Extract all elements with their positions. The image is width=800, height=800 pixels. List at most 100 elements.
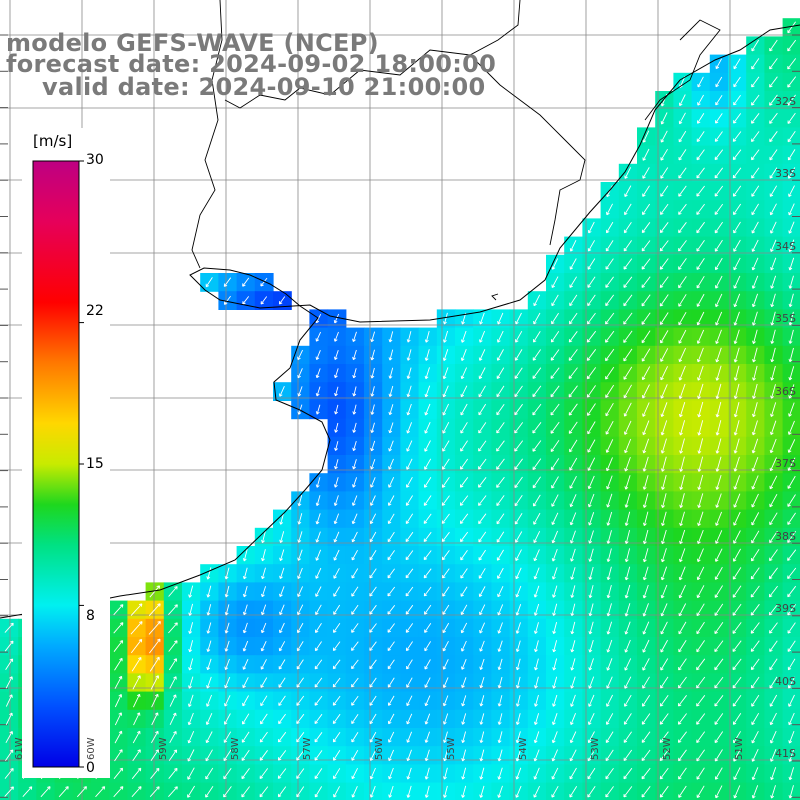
wind-arrow bbox=[587, 403, 596, 416]
wind-arrow bbox=[259, 731, 268, 743]
wind-arrow bbox=[478, 586, 486, 597]
wind-arrow bbox=[697, 401, 704, 418]
wind-arrow bbox=[352, 422, 357, 433]
wind-arrow bbox=[605, 384, 615, 398]
wind-arrow bbox=[423, 568, 432, 579]
wind-arrow bbox=[787, 549, 797, 561]
wind-arrow bbox=[461, 731, 467, 744]
wind-arrow bbox=[788, 293, 794, 308]
wind-arrow bbox=[660, 330, 669, 344]
wind-arrow bbox=[660, 130, 668, 143]
wind-arrow bbox=[515, 549, 522, 561]
wind-arrow bbox=[442, 440, 450, 452]
wind-arrow bbox=[533, 603, 540, 616]
wind-arrow bbox=[260, 586, 267, 598]
wind-arrow bbox=[550, 385, 560, 398]
wind-arrow bbox=[423, 531, 432, 543]
wind-arrow bbox=[641, 258, 651, 270]
wind-arrow bbox=[515, 713, 521, 725]
wind-arrow bbox=[496, 476, 505, 488]
wind-arrow bbox=[642, 621, 650, 635]
wind-arrow bbox=[333, 750, 341, 761]
wind-arrow bbox=[370, 349, 375, 361]
wind-arrow bbox=[788, 221, 795, 234]
wind-arrow bbox=[405, 550, 414, 561]
wind-arrow bbox=[751, 712, 760, 726]
wind-arrow bbox=[569, 530, 576, 544]
wind-arrow bbox=[570, 658, 576, 671]
wind-arrow bbox=[678, 401, 686, 418]
wind-arrow bbox=[606, 493, 613, 508]
wind-arrow bbox=[678, 548, 686, 563]
wind-arrow bbox=[334, 459, 339, 470]
wind-arrow bbox=[387, 641, 395, 652]
wind-arrow bbox=[168, 604, 178, 616]
wind-arrow bbox=[314, 677, 323, 688]
wind-arrow bbox=[752, 329, 758, 345]
wind-arrow bbox=[642, 639, 650, 653]
wind-arrow bbox=[624, 511, 631, 526]
wind-arrow bbox=[443, 731, 448, 743]
wind-arrow bbox=[333, 568, 340, 579]
colorbar-tick-22: 22 bbox=[86, 303, 104, 319]
wind-arrow bbox=[387, 713, 395, 725]
wind-arrow bbox=[751, 76, 760, 88]
wind-arrow bbox=[406, 731, 413, 743]
wind-arrow bbox=[569, 512, 577, 526]
wind-arrow bbox=[369, 495, 376, 506]
wind-arrow bbox=[478, 422, 487, 434]
wind-arrow bbox=[296, 641, 304, 652]
wind-arrow bbox=[388, 349, 394, 361]
wind-arrow bbox=[770, 365, 776, 381]
wind-arrow bbox=[387, 568, 395, 579]
wind-arrow bbox=[514, 385, 523, 398]
wind-arrow bbox=[605, 276, 614, 288]
wind-arrow bbox=[769, 658, 778, 671]
wind-arrow bbox=[750, 622, 760, 634]
wind-arrow bbox=[587, 749, 596, 762]
wind-arrow bbox=[679, 493, 685, 509]
wind-arrow bbox=[715, 329, 722, 344]
wind-arrow bbox=[388, 785, 394, 798]
wind-arrow bbox=[788, 384, 795, 399]
wind-arrow bbox=[5, 694, 13, 707]
wind-arrow bbox=[406, 476, 413, 488]
wind-arrow bbox=[333, 623, 341, 633]
wind-arrow bbox=[370, 477, 376, 488]
wind-arrow bbox=[752, 365, 758, 381]
wind-arrow bbox=[679, 420, 686, 436]
wind-arrow bbox=[369, 659, 377, 670]
wind-arrow bbox=[370, 440, 376, 452]
wind-arrow bbox=[314, 750, 323, 761]
wind-arrow bbox=[497, 767, 503, 780]
wind-arrow bbox=[423, 586, 432, 597]
wind-arrow bbox=[678, 276, 687, 289]
wind-arrow bbox=[787, 658, 796, 671]
wind-arrow bbox=[660, 548, 667, 563]
wind-arrow bbox=[351, 749, 359, 761]
wind-arrow bbox=[606, 203, 613, 216]
wind-arrow bbox=[351, 623, 359, 633]
wind-arrow bbox=[279, 586, 285, 598]
wind-arrow bbox=[569, 276, 577, 288]
wind-arrow bbox=[587, 421, 596, 435]
wind-arrow bbox=[641, 222, 651, 234]
wind-arrow bbox=[514, 367, 523, 379]
wind-arrow bbox=[605, 767, 614, 780]
wind-arrow bbox=[497, 713, 503, 725]
wind-arrow bbox=[405, 531, 414, 543]
wind-arrow bbox=[751, 39, 760, 52]
wind-arrow bbox=[624, 548, 631, 563]
wind-arrow bbox=[769, 58, 778, 70]
wind-arrow bbox=[751, 749, 759, 762]
wind-arrow bbox=[605, 749, 614, 762]
wind-arrow bbox=[131, 656, 142, 672]
wind-arrow bbox=[334, 422, 339, 433]
wind-arrow bbox=[678, 94, 686, 107]
wind-arrow bbox=[533, 749, 540, 762]
wind-arrow bbox=[406, 349, 412, 361]
wind-arrow bbox=[223, 295, 231, 305]
wind-arrow bbox=[259, 750, 268, 761]
wind-arrow bbox=[369, 785, 376, 798]
wind-arrow bbox=[642, 548, 649, 563]
